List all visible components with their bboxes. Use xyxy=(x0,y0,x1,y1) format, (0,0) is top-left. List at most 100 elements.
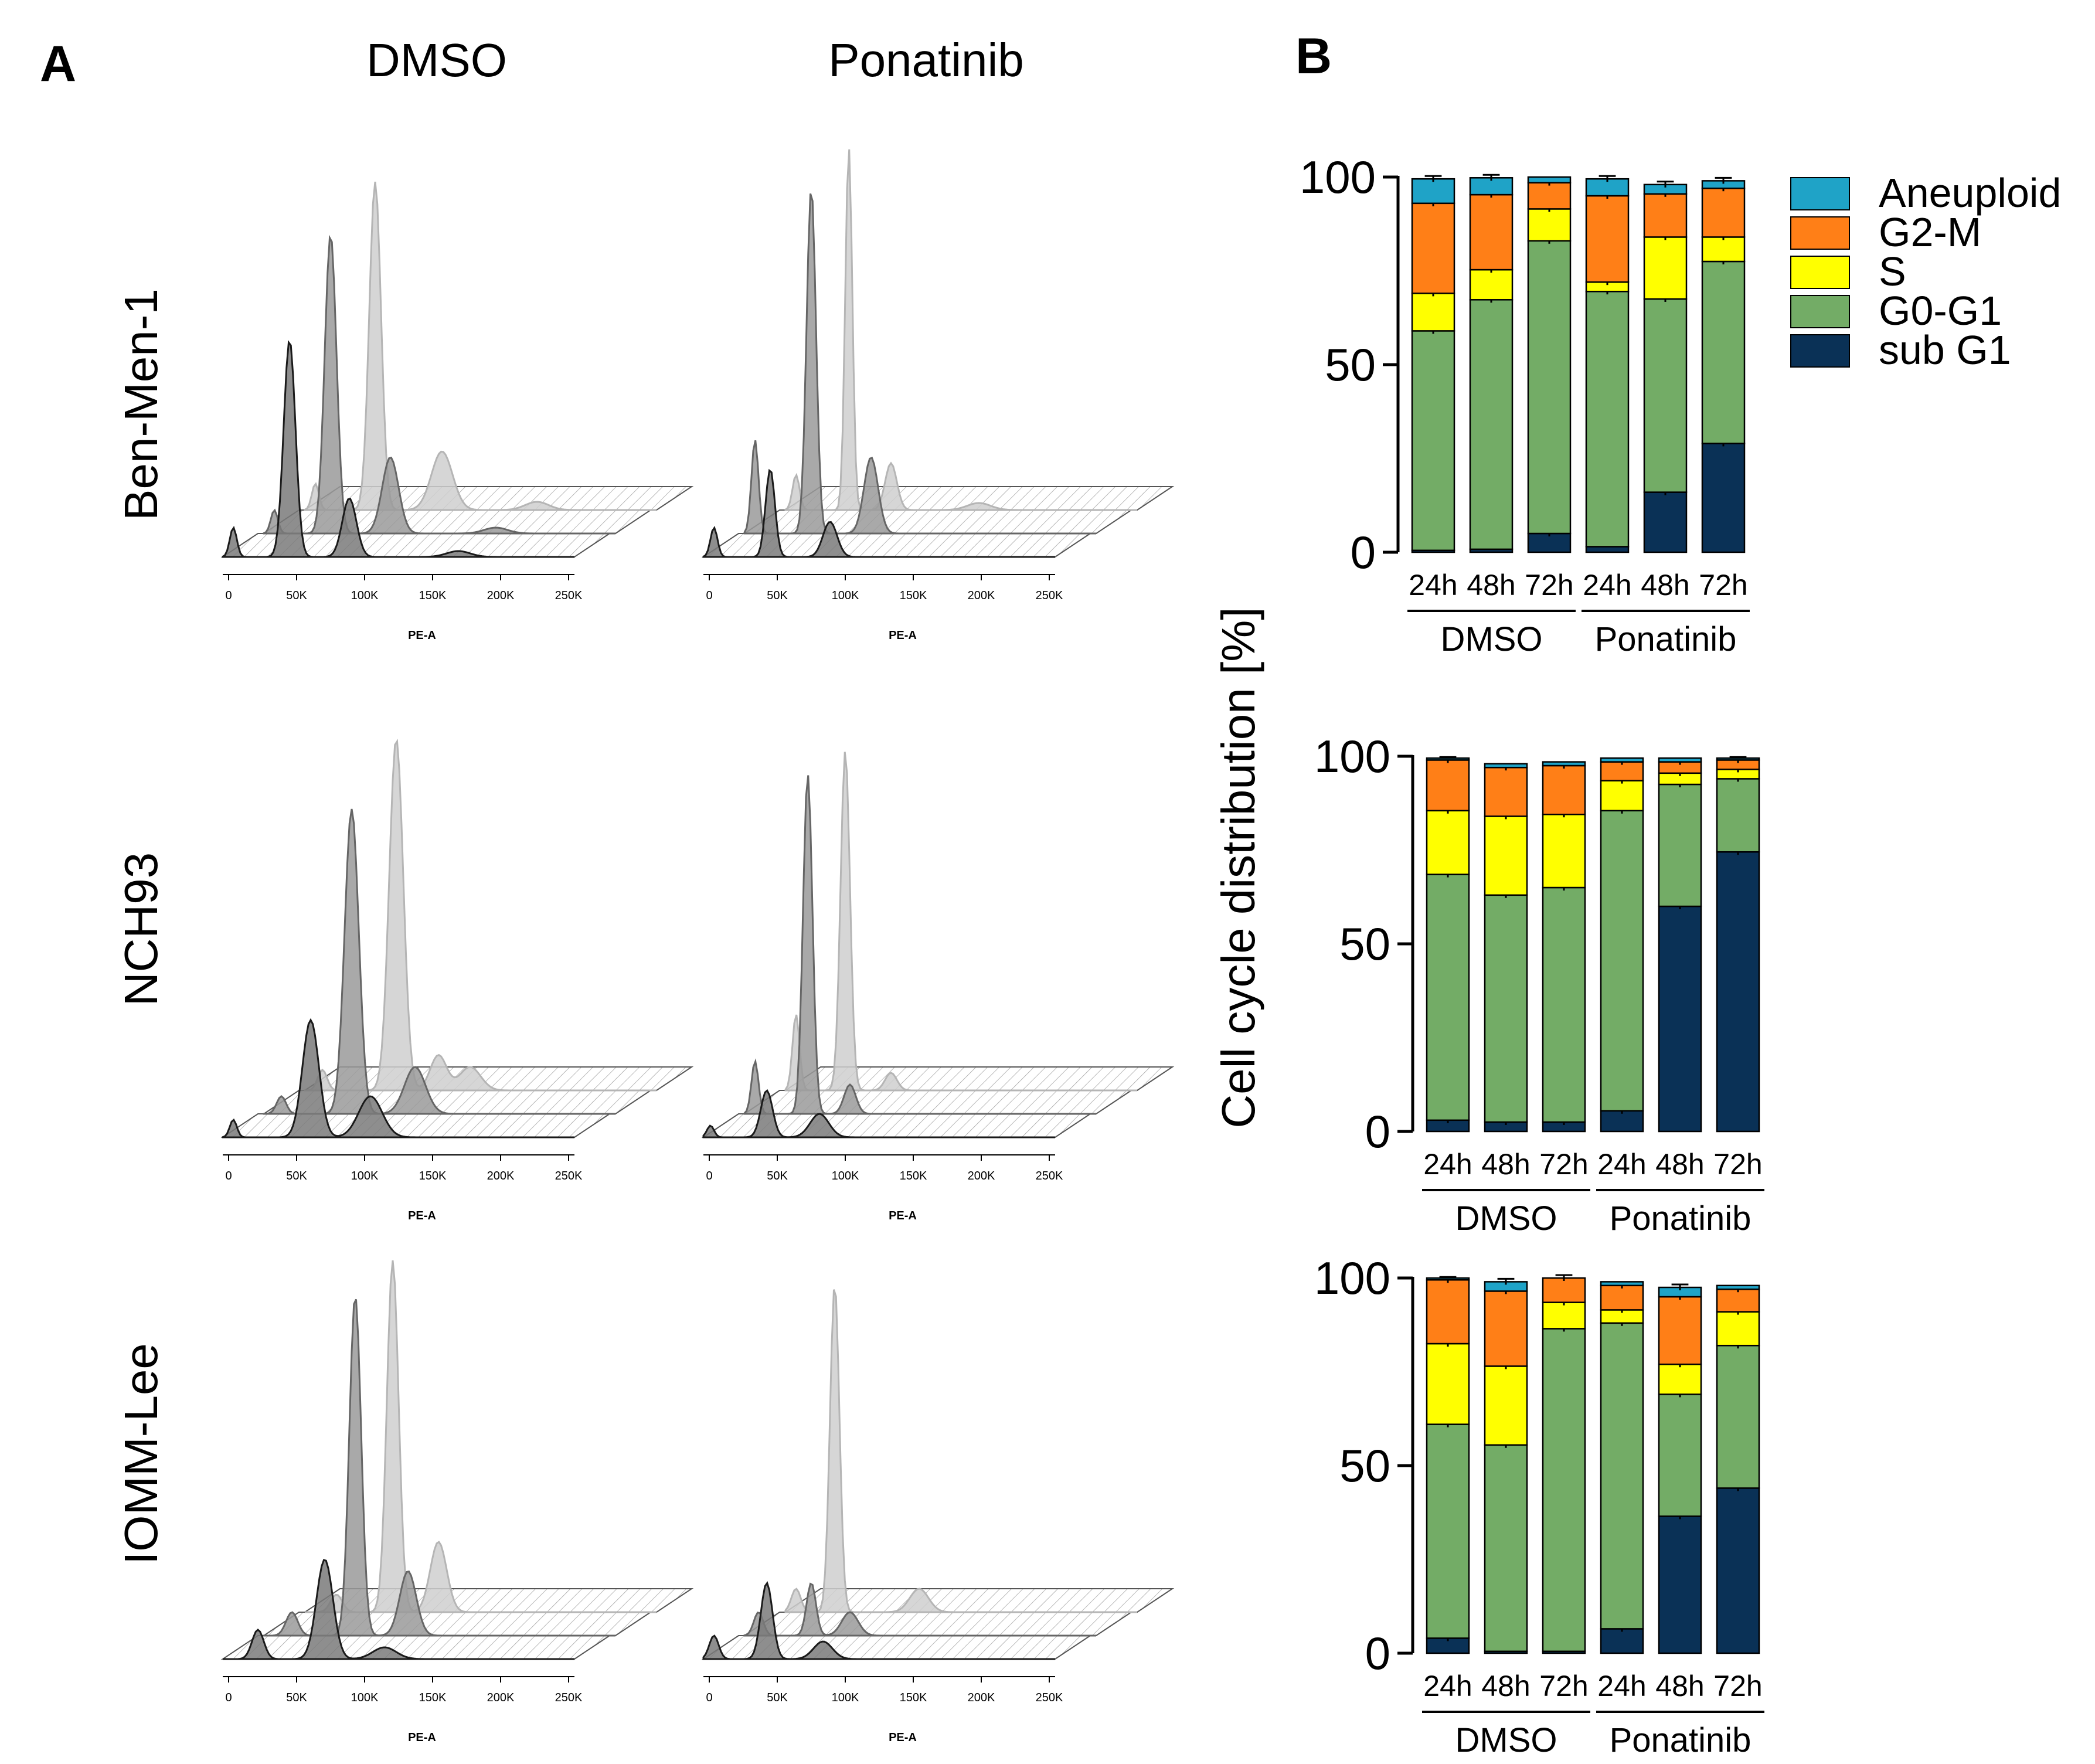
column-header-dmso: DMSO xyxy=(366,34,507,86)
legend-swatch xyxy=(1790,216,1850,250)
x-tick-label: 24h xyxy=(1597,1148,1646,1181)
y-tick-label: 100 xyxy=(1314,1252,1390,1304)
x-tick-label: 24h xyxy=(1423,1670,1472,1702)
bar-segment-sub-g1 xyxy=(1585,546,1630,553)
histogram-curve xyxy=(702,1089,1055,1138)
histogram-x-tick-label: 150K xyxy=(900,589,927,602)
x-tick-label: 72h xyxy=(1525,569,1573,601)
histogram-curve xyxy=(223,1559,574,1660)
histogram-x-tick-label: 50K xyxy=(286,1170,307,1182)
bar-segment-g2-m xyxy=(1411,202,1455,294)
bar-segment-g0-g1 xyxy=(1527,240,1572,535)
bar-chart-0: 0 50 100 24h 48h 72h 24h 48h 72h DMSO Ponatinib xyxy=(1300,151,1750,658)
x-tick-label: 48h xyxy=(1641,569,1689,601)
legend-label: G0-G1 xyxy=(1879,288,2002,334)
histogram-x-axis-label: PE-A xyxy=(408,629,436,642)
bar-segment-sub-g1 xyxy=(1701,443,1746,553)
bar-segment-aneuploid xyxy=(1716,757,1760,761)
bar-segment-g0-g1 xyxy=(1716,1344,1760,1489)
y-tick-label: 100 xyxy=(1300,151,1376,203)
bar-segment-g0-g1 xyxy=(1426,1423,1470,1639)
histogram-floor xyxy=(220,1113,612,1138)
bar-segment-g2-m xyxy=(1643,193,1688,238)
histogram-x-tick-label: 100K xyxy=(351,589,379,602)
bar-segment-s xyxy=(1701,236,1746,263)
y-axis-label: Cell cycle distribution [%] xyxy=(1212,607,1264,1128)
x-tick-label: 24h xyxy=(1409,569,1457,601)
histogram-panel-4: 0 50K 100K 150K 200K 250K PE-A xyxy=(220,1260,694,1744)
x-tick-label: 24h xyxy=(1583,569,1631,601)
histogram-x-tick-label: 50K xyxy=(767,1691,788,1704)
group-label: DMSO xyxy=(1441,620,1543,658)
histogram-x-tick-label: 0 xyxy=(706,589,712,602)
row-label-iomm-lee: IOMM-Lee xyxy=(115,1343,167,1565)
histogram-curve xyxy=(784,1289,1137,1613)
legend-label: Aneuploid xyxy=(1879,170,2061,216)
bar-segment-g0-g1 xyxy=(1542,886,1586,1123)
bar-segment-g2-m xyxy=(1426,759,1470,812)
bar-segment-sub-g1 xyxy=(1716,1487,1760,1654)
histogram-curve xyxy=(222,1018,574,1138)
row-label-ben-men-1: Ben-Men-1 xyxy=(115,288,167,521)
histogram-x-tick-label: 50K xyxy=(286,589,307,602)
bar-segment-aneuploid xyxy=(1716,1284,1760,1290)
bar-segment-aneuploid xyxy=(1426,757,1470,761)
histogram-curve xyxy=(743,775,1096,1115)
histogram-curve xyxy=(263,234,615,535)
bar-segment-g0-g1 xyxy=(1600,1322,1644,1630)
group-label: DMSO xyxy=(1455,1721,1557,1759)
bar-segment-s xyxy=(1658,1363,1702,1395)
bar-segment-g0-g1 xyxy=(1658,783,1702,908)
y-tick-label: 100 xyxy=(1314,730,1390,782)
histogram-curve xyxy=(784,149,1137,511)
histogram-panels: 0 50K 100K 150K 200K 250K PE-A 0 50K 100K 150K 200K… xyxy=(220,149,1175,1744)
histogram-x-tick-label: 200K xyxy=(487,1691,515,1704)
legend-swatch xyxy=(1790,295,1850,328)
bar-segment-g2-m xyxy=(1600,1284,1644,1311)
histogram-x-tick-label: 200K xyxy=(487,1170,515,1182)
bar-segment-g0-g1 xyxy=(1643,298,1688,493)
histogram-x-tick-label: 200K xyxy=(968,1170,995,1182)
histogram-x-tick-label: 250K xyxy=(555,1691,583,1704)
x-tick-label: 48h xyxy=(1467,569,1515,601)
histogram-floor xyxy=(220,1635,612,1660)
histogram-x-tick-label: 50K xyxy=(767,1170,788,1182)
bar-segment-g0-g1 xyxy=(1411,330,1455,552)
bar-segment-aneuploid xyxy=(1426,1277,1470,1281)
bar-segment-g2-m xyxy=(1542,764,1586,815)
bar-chart-1: 0 50 100 24h 48h 72h 24h 48h 72h DMSO Ponatinib xyxy=(1314,730,1764,1238)
histogram-curve xyxy=(222,340,574,558)
legend-swatch xyxy=(1790,177,1850,210)
bar-charts: 0 50 100 24h 48h 72h 24h 48h 72h DMSO Ponatinib 0 50… xyxy=(1300,151,1764,1759)
histogram-x-axis-label: PE-A xyxy=(889,629,917,642)
legend-item: S xyxy=(1790,249,1906,294)
row-label-nch93: NCH93 xyxy=(115,852,167,1006)
legend-label: sub G1 xyxy=(1879,327,2011,373)
bar-segment-g0-g1 xyxy=(1484,1444,1528,1653)
histogram-x-tick-label: 100K xyxy=(351,1170,379,1182)
y-tick-label: 50 xyxy=(1339,1440,1390,1491)
bar-segment-s xyxy=(1527,208,1572,242)
bar-segment-aneuploid xyxy=(1527,176,1572,183)
bar-segment-sub-g1 xyxy=(1658,1515,1702,1654)
x-tick-label: 72h xyxy=(1539,1148,1588,1181)
histogram-curve xyxy=(702,468,1055,558)
histogram-x-axis-label: PE-A xyxy=(889,1209,917,1222)
bar-segment-aneuploid xyxy=(1600,1281,1644,1287)
bar-segment-g2-m xyxy=(1469,193,1514,271)
histogram-x-tick-label: 0 xyxy=(225,1170,232,1182)
histogram-curve xyxy=(702,1581,1055,1660)
histogram-x-tick-label: 100K xyxy=(832,1691,859,1704)
bar-segment-s xyxy=(1469,268,1514,301)
bar-segment-g2-m xyxy=(1716,1288,1760,1313)
x-tick-label: 48h xyxy=(1655,1670,1704,1702)
bar-chart-2: 0 50 100 24h 48h 72h 24h 48h 72h DMSO Ponatinib xyxy=(1314,1252,1764,1759)
bar-segment-g2-m xyxy=(1527,182,1572,210)
histogram-x-tick-label: 200K xyxy=(968,589,995,602)
histogram-x-tick-label: 0 xyxy=(706,1691,712,1704)
bar-segment-sub-g1 xyxy=(1643,491,1688,553)
bar-segment-g0-g1 xyxy=(1484,894,1528,1123)
legend-label: S xyxy=(1879,249,1906,294)
histogram-x-tick-label: 150K xyxy=(419,1691,447,1704)
x-tick-label: 24h xyxy=(1597,1670,1646,1702)
